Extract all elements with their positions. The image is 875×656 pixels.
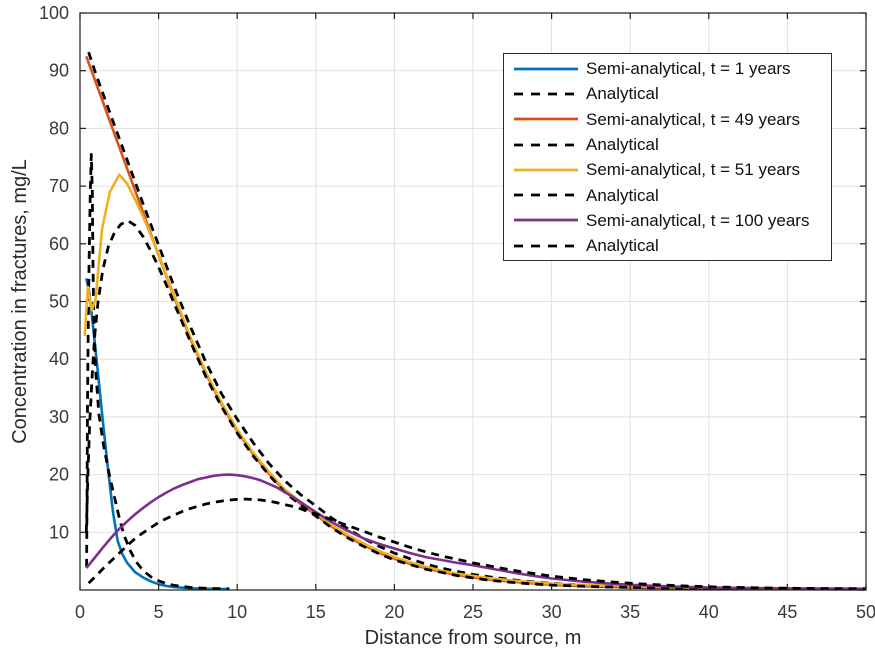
legend-item-label: Semi-analytical, t = 49 years: [586, 109, 801, 129]
legend-dashed-line-icon: [514, 92, 578, 96]
y-tick-label: 80: [49, 118, 69, 138]
series-line-semi-analytical-t100: [85, 473, 867, 591]
y-tick-label: 90: [49, 61, 69, 81]
x-tick-label: 30: [542, 602, 562, 622]
y-tick-label: 20: [49, 465, 69, 485]
legend-item: Semi-analytical, t = 1 years: [504, 56, 831, 81]
x-tick-label: 15: [306, 602, 326, 622]
legend-solid-line-icon: [514, 168, 578, 172]
legend-dashed-line-icon: [514, 193, 578, 197]
legend-item-label: Analytical: [586, 84, 659, 104]
x-tick-label: 35: [620, 602, 640, 622]
y-tick-label: 40: [49, 349, 69, 369]
legend-item: Semi-analytical, t = 51 years: [504, 157, 831, 182]
y-tick-label: 10: [49, 522, 69, 542]
y-axis-label: Concentration in fractures, mg/L: [9, 159, 31, 444]
legend-item-label: Analytical: [586, 135, 659, 155]
y-tick-label: 60: [49, 234, 69, 254]
legend-item: Semi-analytical, t = 100 years: [504, 208, 831, 233]
y-tick-label: 30: [49, 407, 69, 427]
x-tick-label: 50: [856, 602, 875, 622]
x-tick-label: 20: [384, 602, 404, 622]
axes-box: [79, 12, 867, 591]
legend-solid-line-icon: [514, 219, 578, 222]
legend-item: Analytical: [504, 132, 831, 157]
series-group: [83, 51, 867, 591]
x-axis-label: Distance from source, m: [365, 627, 582, 649]
x-tick-label: 25: [463, 602, 483, 622]
y-tick-label: 70: [49, 176, 69, 196]
legend-solid-line-icon: [514, 67, 578, 71]
legend-dashed-line-icon: [514, 244, 578, 248]
legend-item: Analytical: [504, 233, 831, 258]
series-line-analytical-t1: [85, 153, 230, 591]
legend-item-label: Semi-analytical, t = 100 years: [586, 210, 810, 230]
x-tick-label: 10: [227, 602, 247, 622]
legend-item-label: Analytical: [586, 185, 659, 205]
legend-item: Analytical: [504, 81, 831, 106]
series-line-analytical-t51: [84, 219, 867, 591]
x-tick-label: 40: [699, 602, 719, 622]
x-tick-label: 45: [777, 602, 797, 622]
legend: Semi-analytical, t = 1 years Analytical Se…: [503, 53, 832, 261]
y-tick-label: 100: [39, 3, 69, 23]
y-tick-label: 50: [49, 292, 69, 312]
legend-item-label: Semi-analytical, t = 51 years: [586, 160, 801, 180]
legend-dashed-line-icon: [514, 143, 578, 146]
legend-item-label: Semi-analytical, t = 1 years: [586, 59, 791, 79]
tick-labels: 0 5 10 15 20 25 30 35 40 45 50 10 20 30 40 50 60 70 80 90 10…: [39, 3, 875, 622]
legend-item-label: Analytical: [586, 236, 659, 256]
legend-solid-line-icon: [514, 117, 578, 121]
legend-item: Semi-analytical, t = 49 years: [504, 107, 831, 132]
legend-item: Analytical: [504, 182, 831, 207]
series-line-analytical-t100: [87, 497, 867, 591]
x-tick-label: 0: [75, 602, 85, 622]
x-tick-label: 5: [154, 602, 164, 622]
